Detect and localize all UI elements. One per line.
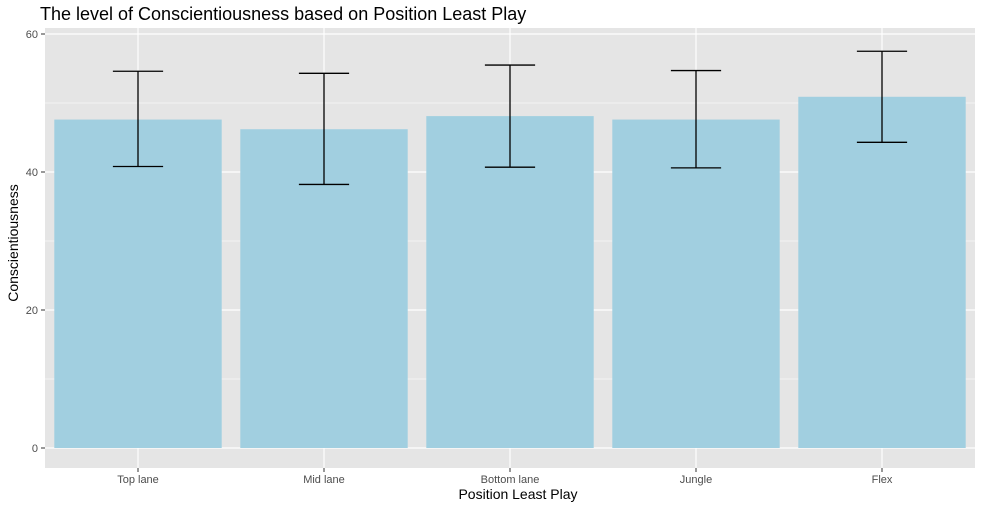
y-axis: 0 20 40 60 xyxy=(26,29,45,455)
error-bar xyxy=(670,69,722,169)
bar xyxy=(54,119,222,448)
y-tick-label: 20 xyxy=(26,305,38,317)
error-bar xyxy=(298,72,350,186)
y-tick-label: 0 xyxy=(32,443,38,455)
y-tick-label: 60 xyxy=(26,29,38,41)
bar xyxy=(426,116,594,449)
y-axis-title: Conscientiousness xyxy=(5,184,21,302)
bar xyxy=(612,119,780,448)
x-axis: Top lane Mid lane Bottom lane Jungle Flex xyxy=(117,468,893,486)
bars xyxy=(54,96,966,449)
y-tick-label: 40 xyxy=(26,167,38,179)
x-tick-label: Jungle xyxy=(680,474,712,486)
error-bars xyxy=(112,50,908,186)
error-bar xyxy=(484,64,536,168)
error-bar xyxy=(112,70,164,168)
bar xyxy=(798,96,966,448)
x-tick-label: Flex xyxy=(872,474,893,486)
chart-title: The level of Conscientiousness based on … xyxy=(40,4,526,24)
x-tick-label: Top lane xyxy=(117,474,159,486)
x-tick-label: Bottom lane xyxy=(481,474,540,486)
x-tick-label: Mid lane xyxy=(303,474,345,486)
x-axis-title: Position Least Play xyxy=(458,486,577,502)
error-bar xyxy=(856,50,908,143)
